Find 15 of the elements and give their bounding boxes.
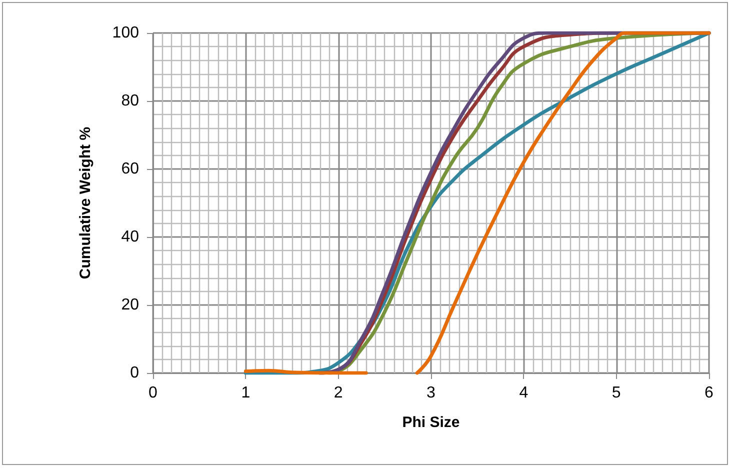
y-tick-label: 80 <box>121 92 140 110</box>
x-tick-label: 3 <box>426 384 436 402</box>
x-tick-label: 1 <box>241 384 250 402</box>
y-tick-label: 0 <box>130 364 140 382</box>
x-tick-label: 4 <box>519 384 528 402</box>
y-axis-title: Cumulative Weight % <box>77 126 94 280</box>
x-tick-label: 0 <box>148 384 158 402</box>
x-tick-label: 5 <box>612 384 621 402</box>
y-tick-label: 100 <box>112 24 140 42</box>
y-tick-label: 20 <box>121 296 140 314</box>
x-tick-label: 6 <box>704 384 714 402</box>
y-tick-label: 60 <box>121 160 140 178</box>
x-tick-label: 2 <box>334 384 343 402</box>
y-tick-label: 40 <box>121 228 140 246</box>
x-axis-title: Phi Size <box>402 414 460 431</box>
